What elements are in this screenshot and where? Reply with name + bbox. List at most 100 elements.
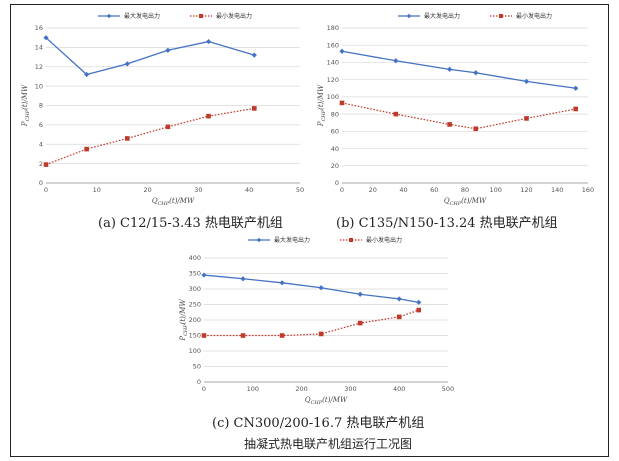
x-tick-label: 0 (44, 186, 48, 194)
figure-frame (10, 4, 609, 457)
x-tick-label: 0 (202, 385, 206, 393)
x-tick-label: 160 (582, 186, 594, 194)
legend-min-marker (499, 14, 503, 18)
data-point-max (84, 71, 90, 78)
data-point-min (124, 136, 130, 141)
data-point-max (279, 280, 285, 286)
data-point-max (416, 299, 422, 305)
data-point-max (43, 35, 49, 41)
chart-c: 0 50 100 150 200 250 300 350 400 0 100 200 300 400 500… (179, 236, 454, 406)
y-tick-label: 100 (189, 347, 201, 355)
data-point-max (205, 38, 212, 45)
legend-max-label: 最大发电出力 (124, 12, 160, 20)
y-tick-label: 2 (39, 160, 43, 168)
y-axis-label: PCHP(t)/MW (21, 84, 31, 127)
caption-a: (a) C12/15-3.43 热电联产机组 (98, 216, 283, 231)
y-tick-label: 20 (331, 162, 339, 170)
x-tick-label: 40 (399, 186, 407, 194)
data-point-min (393, 111, 399, 117)
series-max-line (45, 37, 255, 76)
y-tick-label: 300 (189, 285, 201, 293)
data-point-min (573, 106, 578, 112)
legend-max-marker (406, 13, 412, 19)
y-tick-label: 4 (39, 140, 43, 148)
data-point-max (124, 61, 130, 67)
data-point-max (357, 291, 363, 297)
y-tick-label: 200 (189, 316, 201, 324)
data-point-max (396, 296, 402, 302)
data-point-min (251, 106, 257, 111)
y-tick-label: 50 (193, 363, 201, 371)
y-tick-label: 400 (189, 254, 201, 262)
data-point-max (573, 85, 579, 91)
x-tick-label: 120 (520, 186, 532, 194)
data-point-max (523, 78, 530, 84)
y-tick-label: 12 (35, 63, 43, 71)
y-tick-label: 160 (327, 41, 339, 49)
x-tick-label: 50 (296, 186, 304, 194)
x-tick-label: 200 (295, 385, 307, 393)
x-tick-label: 100 (490, 186, 502, 194)
legend-min-marker (349, 238, 353, 242)
x-axis-label: QCHP(t)/MW (305, 396, 348, 406)
x-tick-label: 60 (430, 186, 438, 194)
y-tick-label: 250 (189, 301, 201, 309)
x-tick-label: 10 (93, 186, 101, 194)
legend-min-label: 最小发电出力 (366, 236, 402, 244)
x-tick-label: 100 (247, 385, 259, 393)
x-tick-label: 20 (369, 186, 377, 194)
data-point-min (279, 333, 285, 338)
legend-max-label: 最大发电出力 (274, 236, 310, 244)
y-tick-label: 0 (39, 179, 43, 187)
y-tick-label: 0 (197, 378, 201, 386)
figure-caption: 抽凝式热电联产机组运行工况图 (244, 437, 413, 451)
x-tick-label: 300 (344, 385, 356, 393)
data-point-min (43, 162, 49, 167)
y-tick-label: 120 (327, 76, 339, 84)
data-point-max (339, 48, 345, 54)
data-point-min (473, 126, 479, 132)
series-min-line (45, 107, 255, 166)
x-tick-label: 400 (393, 385, 405, 393)
legend-max-label: 最大发电出力 (424, 12, 460, 20)
x-tick-label: 20 (143, 186, 151, 194)
y-tick-label: 60 (331, 128, 339, 136)
series-min-line (341, 102, 576, 130)
legend-min-label: 最小发电出力 (516, 12, 552, 20)
legend-min-marker (199, 14, 203, 18)
x-tick-label: 80 (461, 186, 469, 194)
data-point-min (84, 146, 89, 152)
chart-b: 0 20 40 60 80 100 120 140 160 180 0 20 40 60 80 100 120 1… (317, 12, 594, 207)
y-tick-label: 14 (35, 44, 43, 52)
y-tick-label: 10 (35, 82, 43, 90)
legend-min-label: 最小发电出力 (216, 12, 252, 20)
data-point-max (393, 58, 399, 64)
data-point-min (416, 307, 422, 313)
x-tick-label: 140 (551, 186, 563, 194)
y-tick-label: 6 (39, 121, 43, 129)
data-point-max (165, 47, 171, 53)
y-tick-label: 16 (35, 24, 43, 32)
y-tick-label: 0 (335, 179, 339, 187)
data-point-min (201, 333, 207, 338)
y-tick-label: 100 (327, 93, 339, 101)
data-point-max (447, 66, 453, 72)
data-point-min (357, 320, 363, 326)
x-tick-label: 40 (245, 186, 253, 194)
legend-max-marker (106, 13, 112, 19)
data-point-min (206, 113, 211, 119)
y-axis-label: PCHP(t)/MW (179, 299, 189, 342)
y-tick-label: 180 (327, 24, 339, 32)
y-tick-label: 8 (39, 102, 43, 110)
chart-a: 0 2 4 6 8 10 12 14 16 0 10 20 30 40 50 QCHP(t)/MW PCHP(t… (21, 12, 304, 207)
y-tick-label: 150 (189, 332, 201, 340)
series-max-line (341, 50, 576, 89)
y-tick-label: 40 (331, 145, 339, 153)
caption-c: (c) CN300/200-16.7 热电联产机组 (212, 416, 425, 431)
data-point-min (339, 100, 345, 106)
x-axis-label: QCHP(t)/MW (444, 197, 487, 207)
data-point-min (524, 116, 529, 121)
data-point-min (447, 122, 452, 127)
data-point-max (251, 52, 257, 58)
y-tick-label: 140 (327, 59, 339, 67)
